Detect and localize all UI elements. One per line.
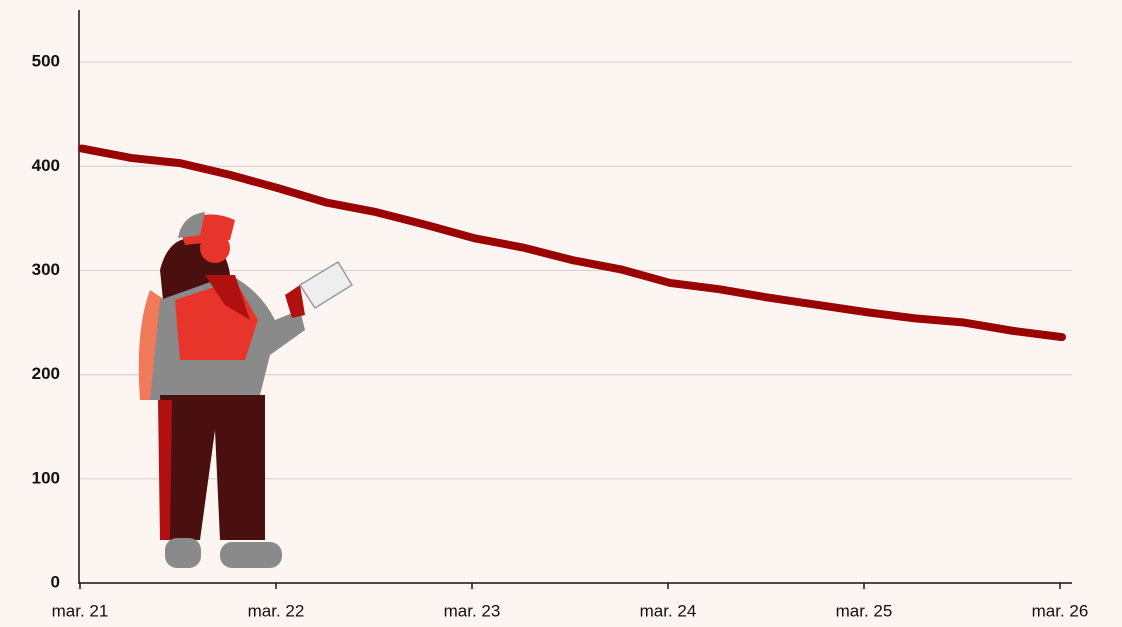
y-tick-label: 100 <box>32 468 60 487</box>
x-tick-label: mar. 22 <box>248 601 305 620</box>
y-tick-label: 300 <box>32 260 60 279</box>
line <box>78 144 1066 342</box>
x-tick-label: mar. 26 <box>1032 601 1089 620</box>
y-tick-label: 200 <box>32 364 60 383</box>
x-tick-label: mar. 21 <box>52 601 109 620</box>
x-tick-label: mar. 24 <box>640 601 697 620</box>
x-tick-label: mar. 25 <box>836 601 893 620</box>
y-tick-label: 500 <box>32 52 60 71</box>
illustration <box>138 212 354 568</box>
x-tick-label: mar. 23 <box>444 601 501 620</box>
y-tick-label: 400 <box>32 156 60 175</box>
y-tick-label: 0 <box>51 572 60 591</box>
